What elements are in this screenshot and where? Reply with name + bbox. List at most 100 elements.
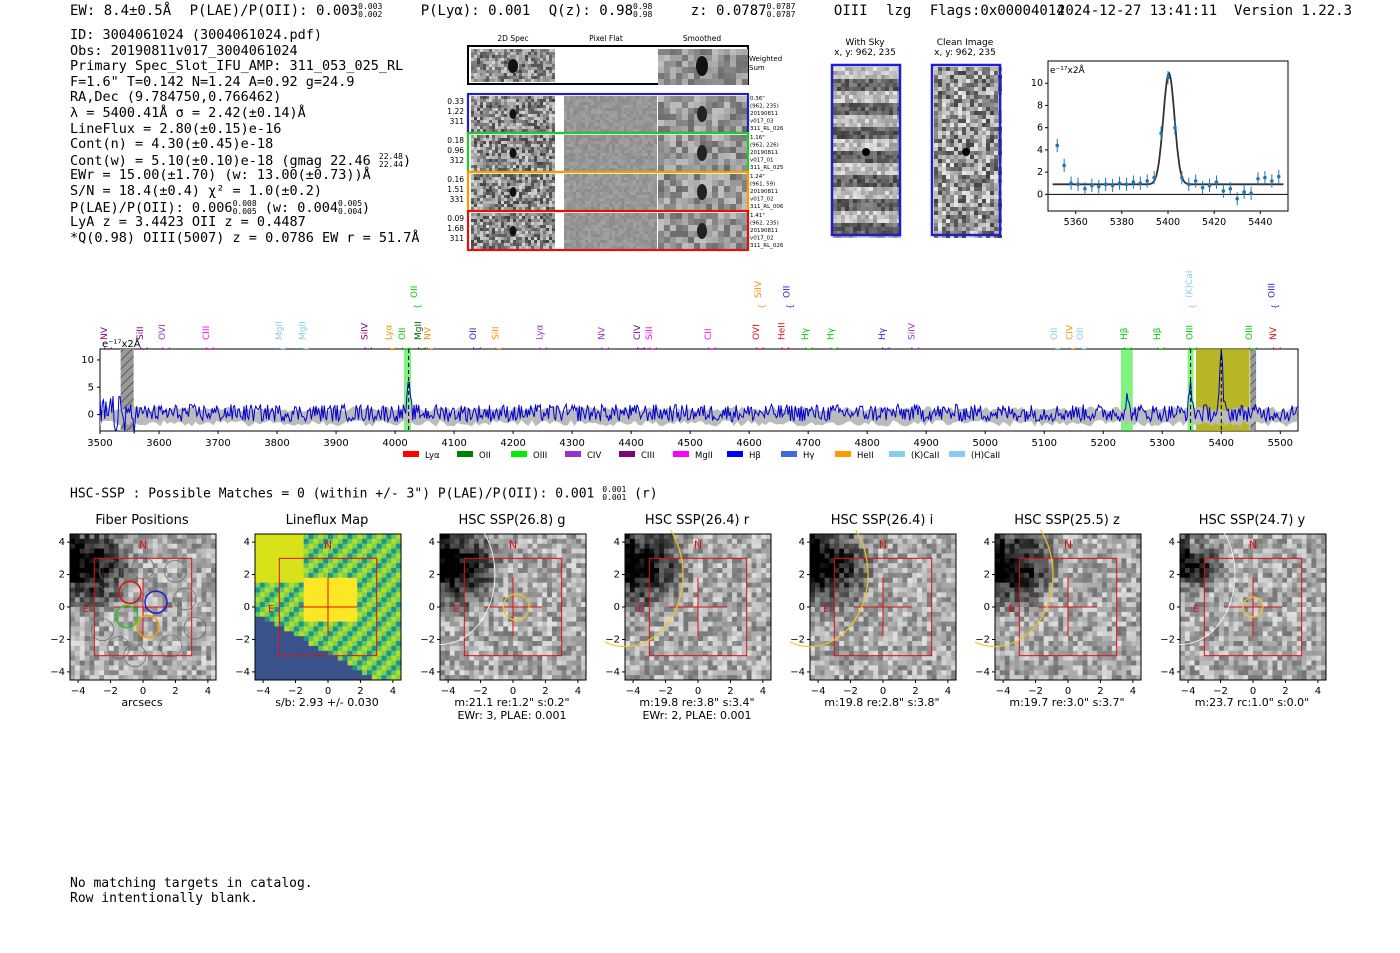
pixel [621,180,624,183]
pixel [597,150,600,153]
pixel [853,211,857,215]
pixel [849,91,853,95]
pixel [582,138,585,141]
pixel [938,167,942,171]
cutout-row-left-label: 1.51 [447,185,464,194]
pixel [510,138,513,141]
pixel [504,216,507,219]
pixel [483,61,486,64]
pixel [513,99,516,102]
pixel [597,204,600,207]
pixel [974,79,978,83]
pixel [606,126,609,129]
pixel [849,227,853,231]
pixel [519,114,522,117]
info-obs: Obs: 20190811v017_3004061024 [70,42,298,59]
pixel [498,168,501,171]
pixel [857,115,861,119]
pixel [477,55,480,58]
pixel [962,67,966,71]
pixel [594,126,597,129]
pixel [582,186,585,189]
pixel [688,225,694,231]
pixel [658,135,664,141]
pixel [621,204,624,207]
pixel [648,189,651,192]
pixel [966,155,970,159]
pixel [477,153,480,156]
pixel [688,61,694,67]
pixel [642,228,645,231]
pixel [546,168,549,171]
pixel [498,243,501,246]
pixel [881,87,885,91]
pixel [609,150,612,153]
pixel [857,175,861,179]
pixel [546,138,549,141]
pixel [516,228,519,231]
pixel [612,117,615,120]
pixel [507,117,510,120]
pixel [849,159,853,163]
pixel [534,135,537,138]
pixel [942,151,946,155]
pixel [606,96,609,99]
pixel [881,235,885,238]
pixel [873,211,877,215]
pixel [861,171,865,175]
pixel [567,234,570,237]
pixel [474,147,477,150]
pixel [480,76,483,79]
pixel [630,225,633,228]
pixel [540,225,543,228]
pixel [877,151,881,155]
pixel [736,135,742,141]
info-contn: Cont(n) = 4.30(±0.45)e-18 [70,136,274,153]
pixel [585,141,588,144]
pixel [639,156,642,159]
pixel [841,155,845,159]
pixel [865,163,869,167]
pixel [477,64,480,67]
pixel [537,177,540,180]
pixel [837,203,841,207]
pixel [642,150,645,153]
pixel [477,79,480,82]
pixel [986,87,990,91]
pixel [954,107,958,111]
pixel [492,73,495,76]
pixel [718,147,724,153]
pixel [483,79,486,82]
pixel [670,141,676,147]
pixel [664,79,670,85]
pixel [946,131,950,135]
pixel [627,102,630,105]
pixel [676,147,682,153]
pixel [833,71,837,75]
pixel [570,138,573,141]
pixel [837,163,841,167]
pixel [990,143,994,147]
pixel [513,79,516,82]
pixel [531,174,534,177]
pixel [934,199,938,203]
pixel [519,67,522,70]
pixel [585,237,588,240]
pixel [881,191,885,195]
pixel [885,211,889,215]
pixel [504,147,507,150]
pixel [845,231,849,235]
pixel [582,228,585,231]
pixel [516,150,519,153]
pixel [893,199,897,203]
pixel [627,195,630,198]
pixel [946,163,950,167]
pixel [966,91,970,95]
pixel [474,111,477,114]
pixel [664,67,670,73]
pixel [627,141,630,144]
pixel [600,234,603,237]
pixel [516,207,519,210]
pixel [990,199,994,203]
pixel [516,186,519,189]
